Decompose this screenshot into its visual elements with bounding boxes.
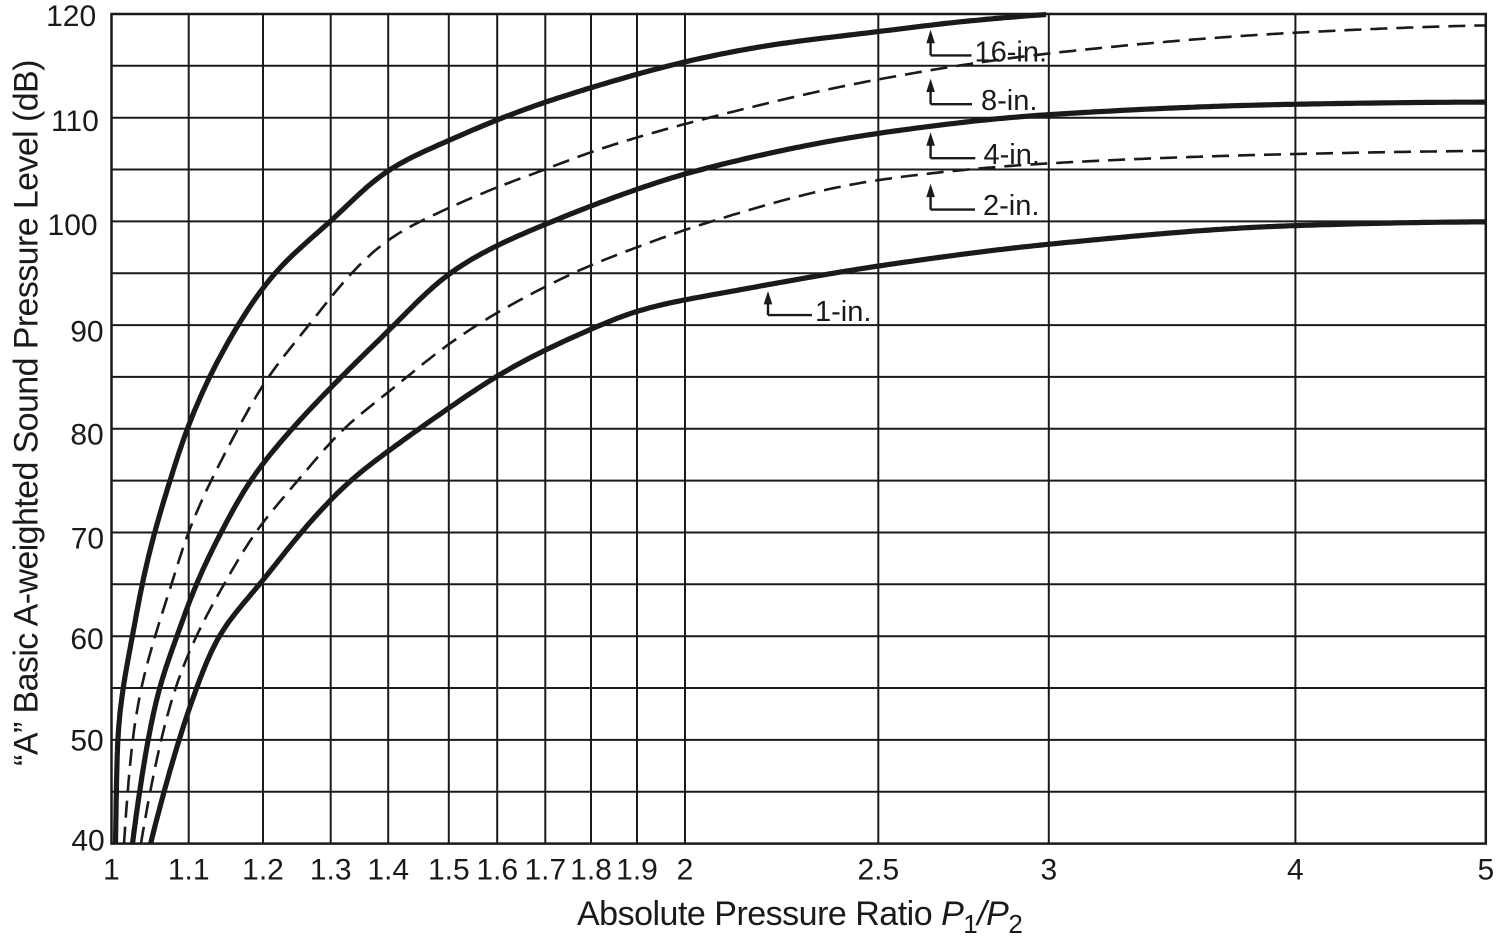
svg-text:16-in.: 16-in. xyxy=(975,36,1048,68)
svg-text:1-in.: 1-in. xyxy=(815,296,871,328)
svg-text:60: 60 xyxy=(70,623,103,656)
svg-text:1.9: 1.9 xyxy=(616,854,658,887)
svg-text:1.8: 1.8 xyxy=(570,854,612,887)
svg-text:120: 120 xyxy=(46,0,96,33)
svg-text:“A” Basic A-weighted Sound Pre: “A” Basic A-weighted Sound Pressure Leve… xyxy=(8,60,46,766)
svg-text:8-in.: 8-in. xyxy=(981,85,1037,117)
svg-text:90: 90 xyxy=(70,316,103,349)
svg-text:1: 1 xyxy=(103,854,120,887)
svg-text:1.4: 1.4 xyxy=(367,854,409,887)
svg-text:1.7: 1.7 xyxy=(524,854,566,887)
svg-text:100: 100 xyxy=(48,209,98,242)
svg-text:40: 40 xyxy=(71,825,104,858)
svg-text:3: 3 xyxy=(1040,854,1057,887)
svg-text:2: 2 xyxy=(677,854,694,887)
svg-text:1.5: 1.5 xyxy=(428,854,470,887)
svg-text:1.2: 1.2 xyxy=(242,854,284,887)
svg-text:1.3: 1.3 xyxy=(310,854,352,887)
svg-text:50: 50 xyxy=(70,725,103,758)
svg-text:1.6: 1.6 xyxy=(476,854,518,887)
svg-text:2.5: 2.5 xyxy=(857,854,899,887)
svg-text:4-in.: 4-in. xyxy=(984,139,1040,171)
svg-text:4: 4 xyxy=(1287,854,1304,887)
svg-text:2-in.: 2-in. xyxy=(983,190,1039,222)
svg-text:110: 110 xyxy=(51,105,99,138)
svg-text:1.1: 1.1 xyxy=(168,854,210,887)
svg-text:Absolute Pressure Ratio P1/P2: Absolute Pressure Ratio P1/P2 xyxy=(577,895,1022,939)
svg-text:70: 70 xyxy=(71,523,104,556)
svg-text:80: 80 xyxy=(70,419,103,452)
svg-text:5: 5 xyxy=(1477,854,1494,887)
